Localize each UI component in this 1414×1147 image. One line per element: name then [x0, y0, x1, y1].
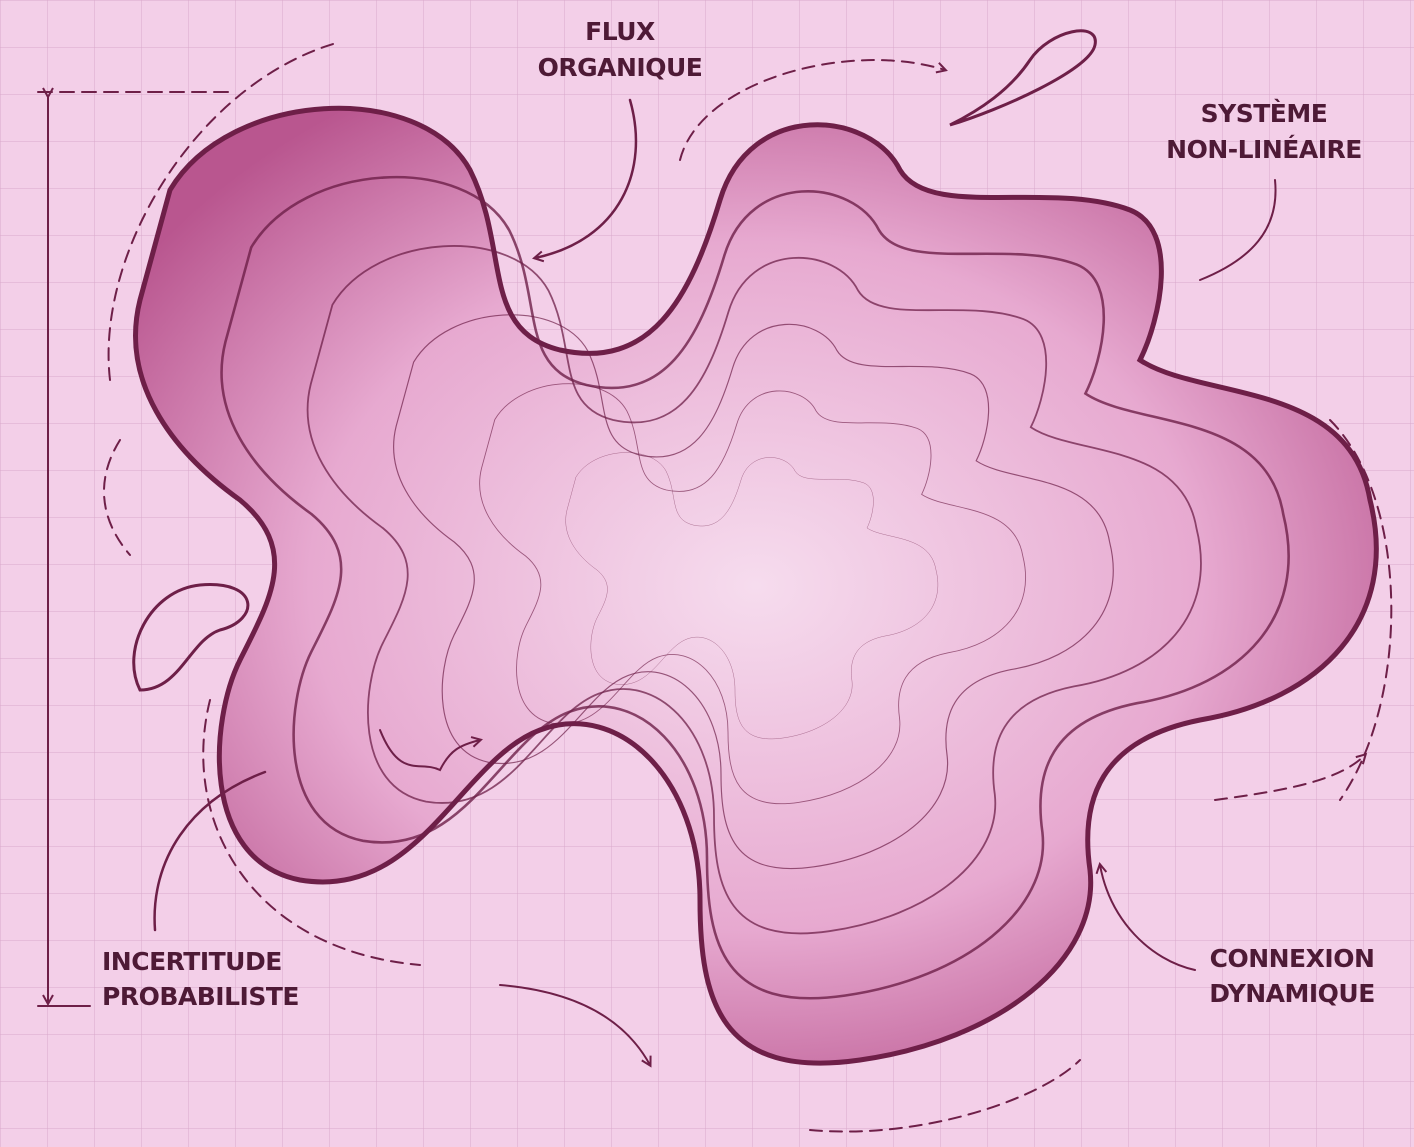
droplets	[132, 29, 1097, 692]
label-line: SYSTÈME	[1201, 99, 1328, 128]
labels: FLUX ORGANIQUE SYSTÈME NON-LINÉAIRE INCE…	[102, 17, 1375, 1011]
label-line: DYNAMIQUE	[1209, 979, 1375, 1008]
label-line: FLUX	[585, 17, 655, 46]
label-line: ORGANIQUE	[538, 53, 703, 82]
label-line: PROBABILISTE	[102, 982, 299, 1011]
arrows	[103, 41, 1393, 1133]
label-line: NON-LINÉAIRE	[1166, 135, 1362, 164]
label-line: CONNEXION	[1210, 944, 1375, 973]
dimension-line	[37, 92, 231, 1007]
label-line: INCERTITUDE	[102, 947, 282, 976]
